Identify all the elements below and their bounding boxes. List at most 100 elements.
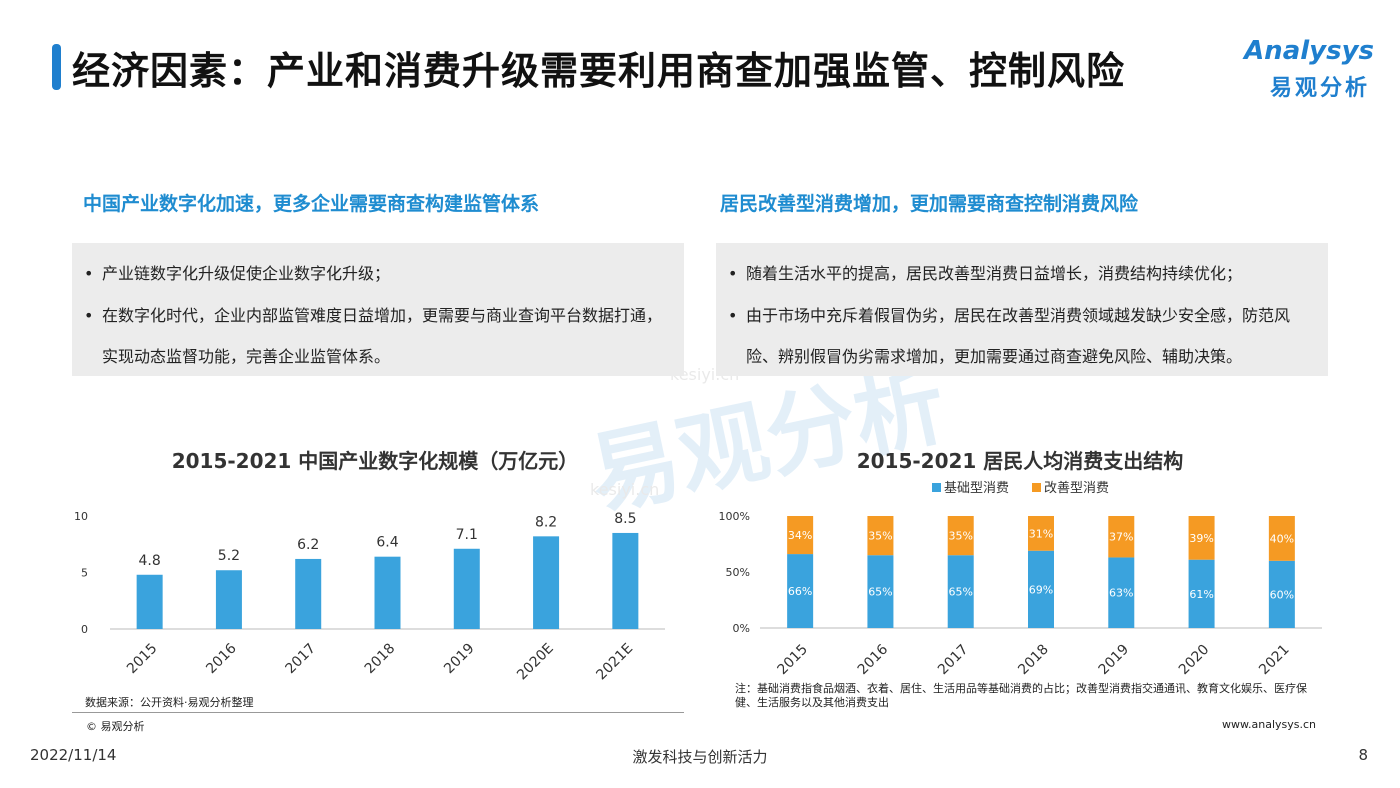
page-number: 8 [1358, 746, 1368, 764]
bullet-dot: • [84, 306, 94, 325]
bar [612, 532, 639, 629]
bar-value-label: 8.5 [614, 511, 636, 527]
copyright-note: © 易观分析 [86, 720, 145, 733]
bar-value-label: 8.2 [535, 514, 557, 530]
y-tick-label: 5 [81, 567, 88, 580]
analysys-logo: Analysys 易观分析 [1240, 36, 1380, 106]
page-title: 经济因素：产业和消费升级需要利用商查加强监管、控制风险 [72, 49, 1126, 93]
legend-swatch [932, 483, 941, 492]
stacked-bar-segment [1028, 550, 1054, 628]
stacked-bar-segment [787, 554, 814, 628]
bar [136, 574, 163, 629]
right-section-heading: 居民改善型消费增加，更加需要商查控制消费风险 [720, 193, 1139, 215]
left-bullet-2: • 在数字化时代，企业内部监管难度日益增加，更需要与商业查询平台数据打通，实现动… [72, 295, 684, 377]
segment-value-label: 39% [1189, 532, 1213, 545]
x-tick-label: 2018 [1015, 642, 1052, 679]
left-bullet-1: • 产业链数字化升级促使企业数字化升级； [72, 253, 684, 295]
x-tick-label: 2021 [1256, 642, 1293, 679]
segment-value-label: 65% [868, 586, 892, 599]
logo-english: Analysys [1244, 36, 1374, 66]
stacked-bar-segment [1268, 560, 1295, 628]
stacked-bar-segment [1188, 559, 1215, 628]
left-bullet-2-text: 在数字化时代，企业内部监管难度日益增加，更需要与商业查询平台数据打通，实现动态监… [102, 306, 663, 366]
bar-value-label: 6.4 [376, 535, 398, 551]
bar-value-label: 5.2 [218, 548, 240, 564]
stacked-bar-segment [867, 516, 894, 556]
y-tick-label: 100% [719, 510, 750, 523]
segment-value-label: 35% [868, 530, 892, 543]
stacked-bar-segment [947, 555, 974, 628]
bar [533, 536, 560, 629]
x-tick-label: 2019 [1096, 642, 1133, 679]
left-bullet-1-text: 产业链数字化升级促使企业数字化升级； [102, 264, 391, 283]
x-tick-label: 2019 [441, 641, 478, 678]
bar [374, 556, 401, 629]
x-tick-label: 2015 [774, 642, 811, 679]
bullet-dot: • [84, 264, 94, 283]
x-tick-label: 2016 [203, 640, 240, 677]
data-source-note: 数据来源：公开资料·易观分析整理 [85, 696, 254, 709]
bullet-dot: • [728, 306, 738, 325]
stacked-bar-segment [1108, 557, 1135, 628]
segment-value-label: 61% [1189, 588, 1213, 601]
stacked-bar-segment [947, 516, 974, 556]
x-tick-label: 2016 [855, 641, 892, 678]
segment-value-label: 31% [1029, 527, 1053, 540]
source-divider [72, 712, 684, 713]
segment-value-label: 35% [948, 530, 972, 543]
x-tick-label: 2015 [124, 641, 161, 678]
segment-value-label: 69% [1029, 583, 1053, 596]
segment-value-label: 63% [1109, 587, 1133, 600]
x-tick-label: 2017 [935, 642, 972, 679]
y-tick-label: 0 [81, 623, 88, 636]
stacked-bar-segment [1188, 516, 1215, 560]
y-tick-label: 0% [733, 622, 750, 635]
bar-value-label: 6.2 [297, 537, 319, 553]
x-tick-label: 2017 [283, 641, 320, 678]
footer-slogan: 激发科技与创新活力 [632, 748, 768, 766]
digitalization-bar-chart: 0 5 10 4.8 2015 5.2 2016 6.2 2017 6.4 2018 7.1 2019 8… [74, 510, 665, 684]
y-tick-label: 50% [726, 566, 750, 579]
chart-2-title: 2015-2021 居民人均消费支出结构 [856, 449, 1184, 473]
stacked-bar-segment [1028, 516, 1054, 551]
stacked-bar-segment [787, 516, 814, 555]
x-tick-label: 2020 [1176, 642, 1213, 679]
right-bullet-2: • 由于市场中充斥着假冒伪劣，居民在改善型消费领域越发缺少安全感，防范风险、辨别… [716, 295, 1328, 377]
bar [295, 558, 322, 629]
stacked-bar-segment [1268, 516, 1295, 561]
stacked-bar-segment [867, 555, 894, 628]
footer-date: 2022/11/14 [30, 746, 117, 764]
bar [215, 570, 242, 629]
right-info-box: • 随着生活水平的提高，居民改善型消费日益增长，消费结构持续优化； • 由于市场… [716, 243, 1328, 376]
x-tick-label: 2021E [593, 641, 636, 684]
stacked-bar-segment [1108, 516, 1135, 558]
x-tick-label: 2018 [362, 641, 399, 678]
chart-2-footnote: 注：基础消费指食品烟酒、衣着、居住、生活用品等基础消费的占比；改善型消费指交通通… [735, 682, 1307, 709]
y-tick-label: 10 [74, 510, 88, 523]
left-info-box: • 产业链数字化升级促使企业数字化升级； • 在数字化时代，企业内部监管难度日益… [72, 243, 684, 376]
segment-value-label: 60% [1270, 588, 1294, 601]
segment-value-label: 40% [1270, 532, 1294, 545]
segment-value-label: 66% [788, 585, 812, 598]
right-bullet-1-text: 随着生活水平的提高，居民改善型消费日益增长，消费结构持续优化； [746, 264, 1243, 283]
website-link[interactable]: www.analysys.cn [1222, 718, 1316, 731]
bar [453, 548, 480, 629]
right-bullet-2-text: 由于市场中充斥着假冒伪劣，居民在改善型消费领域越发缺少安全感，防范风险、辨别假冒… [746, 306, 1291, 366]
logo-chinese: 易观分析 [1269, 76, 1370, 101]
segment-value-label: 65% [948, 586, 972, 599]
segment-value-label: 34% [788, 529, 812, 542]
title-accent-bar [52, 44, 61, 90]
left-section-heading: 中国产业数字化加速，更多企业需要商查构建监管体系 [83, 193, 540, 215]
legend-swatch [1032, 483, 1041, 492]
legend-label: 改善型消费 [1044, 480, 1109, 496]
legend-label: 基础型消费 [944, 481, 1009, 496]
consumption-stacked-bar-chart: 基础型消费 改善型消费 0% 50% 100% 66% 34% 2015 65% 35% 2016 6… [719, 480, 1322, 679]
bar-value-label: 4.8 [139, 553, 161, 569]
right-bullet-1: • 随着生活水平的提高，居民改善型消费日益增长，消费结构持续优化； [716, 253, 1328, 295]
segment-value-label: 37% [1109, 531, 1133, 544]
bullet-dot: • [728, 264, 738, 283]
svg-text:kesiyi.cn: kesiyi.cn [590, 480, 659, 499]
chart-1-title: 2015-2021 中国产业数字化规模（万亿元） [171, 449, 579, 473]
bar-value-label: 7.1 [456, 527, 478, 543]
x-tick-label: 2020E [514, 641, 557, 684]
